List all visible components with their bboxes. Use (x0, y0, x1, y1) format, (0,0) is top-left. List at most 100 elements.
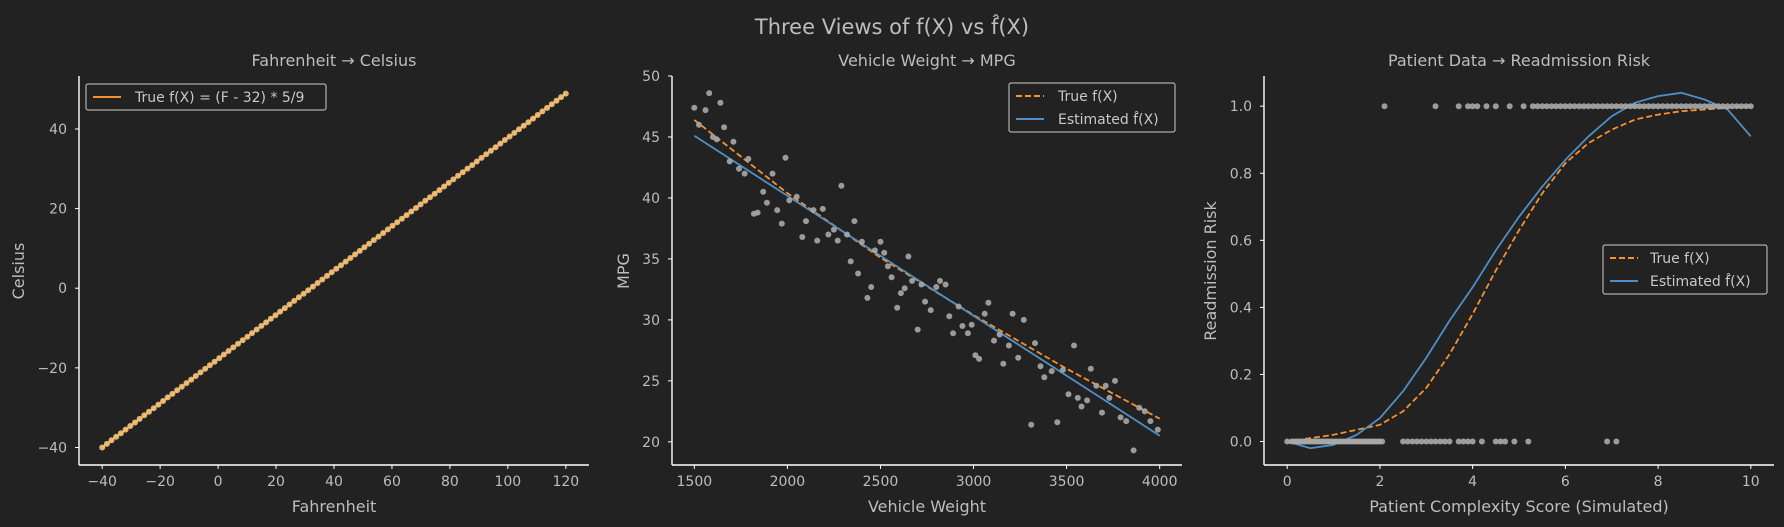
data-point (763, 199, 770, 206)
data-point (803, 218, 809, 225)
data-point (473, 158, 480, 165)
data-point (539, 108, 546, 115)
data-point (1028, 421, 1035, 428)
data-point (113, 433, 120, 440)
data-point (884, 263, 891, 270)
data-point (366, 240, 373, 247)
data-point (1733, 103, 1740, 110)
data-point (1441, 438, 1448, 445)
x-tick-label: 100 (494, 474, 521, 490)
legend-label-estimated: Estimated f̂(X) (1650, 273, 1751, 290)
data-point (1065, 391, 1072, 398)
data-point (713, 136, 720, 143)
data-point (1511, 438, 1518, 445)
data-point (338, 262, 344, 269)
data-point (1032, 340, 1038, 347)
data-point (933, 284, 940, 290)
data-point (389, 222, 396, 229)
data-point (562, 90, 569, 97)
data-point (1074, 394, 1081, 401)
data-point (286, 301, 293, 308)
data-point (548, 101, 555, 108)
data-point (132, 419, 138, 426)
data-point (864, 294, 871, 301)
data-point (1548, 103, 1555, 110)
data-point (1432, 103, 1439, 110)
y-tick-label: −40 (37, 440, 67, 456)
data-point (741, 170, 748, 177)
data-point (1009, 310, 1016, 317)
data-point (1539, 103, 1546, 110)
data-point (277, 308, 284, 315)
data-point (847, 258, 854, 265)
data-point (146, 408, 152, 415)
data-point (1093, 382, 1100, 389)
data-point (487, 147, 494, 154)
data-point (726, 158, 733, 165)
data-point (927, 307, 934, 314)
data-point (1543, 103, 1550, 110)
data-point (380, 230, 387, 236)
data-point (525, 119, 532, 126)
data-point (1608, 103, 1615, 110)
data-point (501, 137, 508, 143)
data-point (760, 188, 767, 195)
data-point (1645, 103, 1652, 110)
data-point (164, 394, 171, 401)
data-point (991, 337, 997, 344)
data-point (1604, 438, 1611, 445)
data-point (427, 194, 433, 201)
x-axis-label: Fahrenheit (292, 497, 377, 516)
true-f-line (693, 119, 1161, 420)
data-point (375, 233, 382, 240)
data-point (918, 281, 925, 288)
data-point (1743, 103, 1750, 110)
data-point (1483, 103, 1490, 110)
data-point (838, 182, 845, 189)
data-point (220, 351, 227, 358)
x-tick-label: −20 (145, 474, 175, 490)
data-point (370, 237, 377, 244)
data-point (786, 197, 793, 204)
data-point (774, 207, 781, 214)
data-point (1284, 438, 1291, 445)
data-point (721, 124, 728, 131)
data-point (858, 238, 865, 245)
x-tick-label: 2 (1375, 474, 1384, 490)
data-point (871, 247, 878, 254)
data-point (492, 144, 499, 151)
data-point (1455, 103, 1462, 110)
y-tick-label: 0.6 (1230, 233, 1252, 249)
data-point (1379, 438, 1386, 445)
data-point (314, 280, 321, 286)
data-point (1048, 368, 1055, 375)
y-tick-label: 40 (642, 191, 660, 207)
data-point (1455, 438, 1462, 445)
data-point (1059, 366, 1066, 373)
estimated-f-line (1286, 91, 1752, 450)
data-point (881, 249, 888, 256)
data-point (696, 121, 702, 128)
data-point (178, 383, 185, 390)
data-point (972, 352, 979, 359)
legend-frame (1008, 82, 1176, 133)
data-point (1474, 103, 1481, 110)
data-point (211, 358, 218, 365)
figure-suptitle: Three Views of f(X) vs f̂(X) (754, 14, 1029, 39)
data-point (235, 340, 241, 347)
data-point (281, 305, 288, 312)
data-point (1054, 419, 1061, 426)
estimated-f-line (693, 135, 1161, 437)
data-point (497, 140, 504, 147)
data-point (1478, 438, 1485, 445)
data-point (1571, 103, 1578, 110)
legend: True f(X) Estimated f̂(X) (1008, 82, 1176, 133)
data-point (169, 390, 176, 397)
x-tick-label: 4 (1468, 474, 1477, 490)
data-point (1590, 103, 1597, 110)
data-point (483, 151, 490, 158)
data-point (534, 112, 541, 118)
data-point (1037, 363, 1044, 370)
data-point (342, 258, 349, 265)
